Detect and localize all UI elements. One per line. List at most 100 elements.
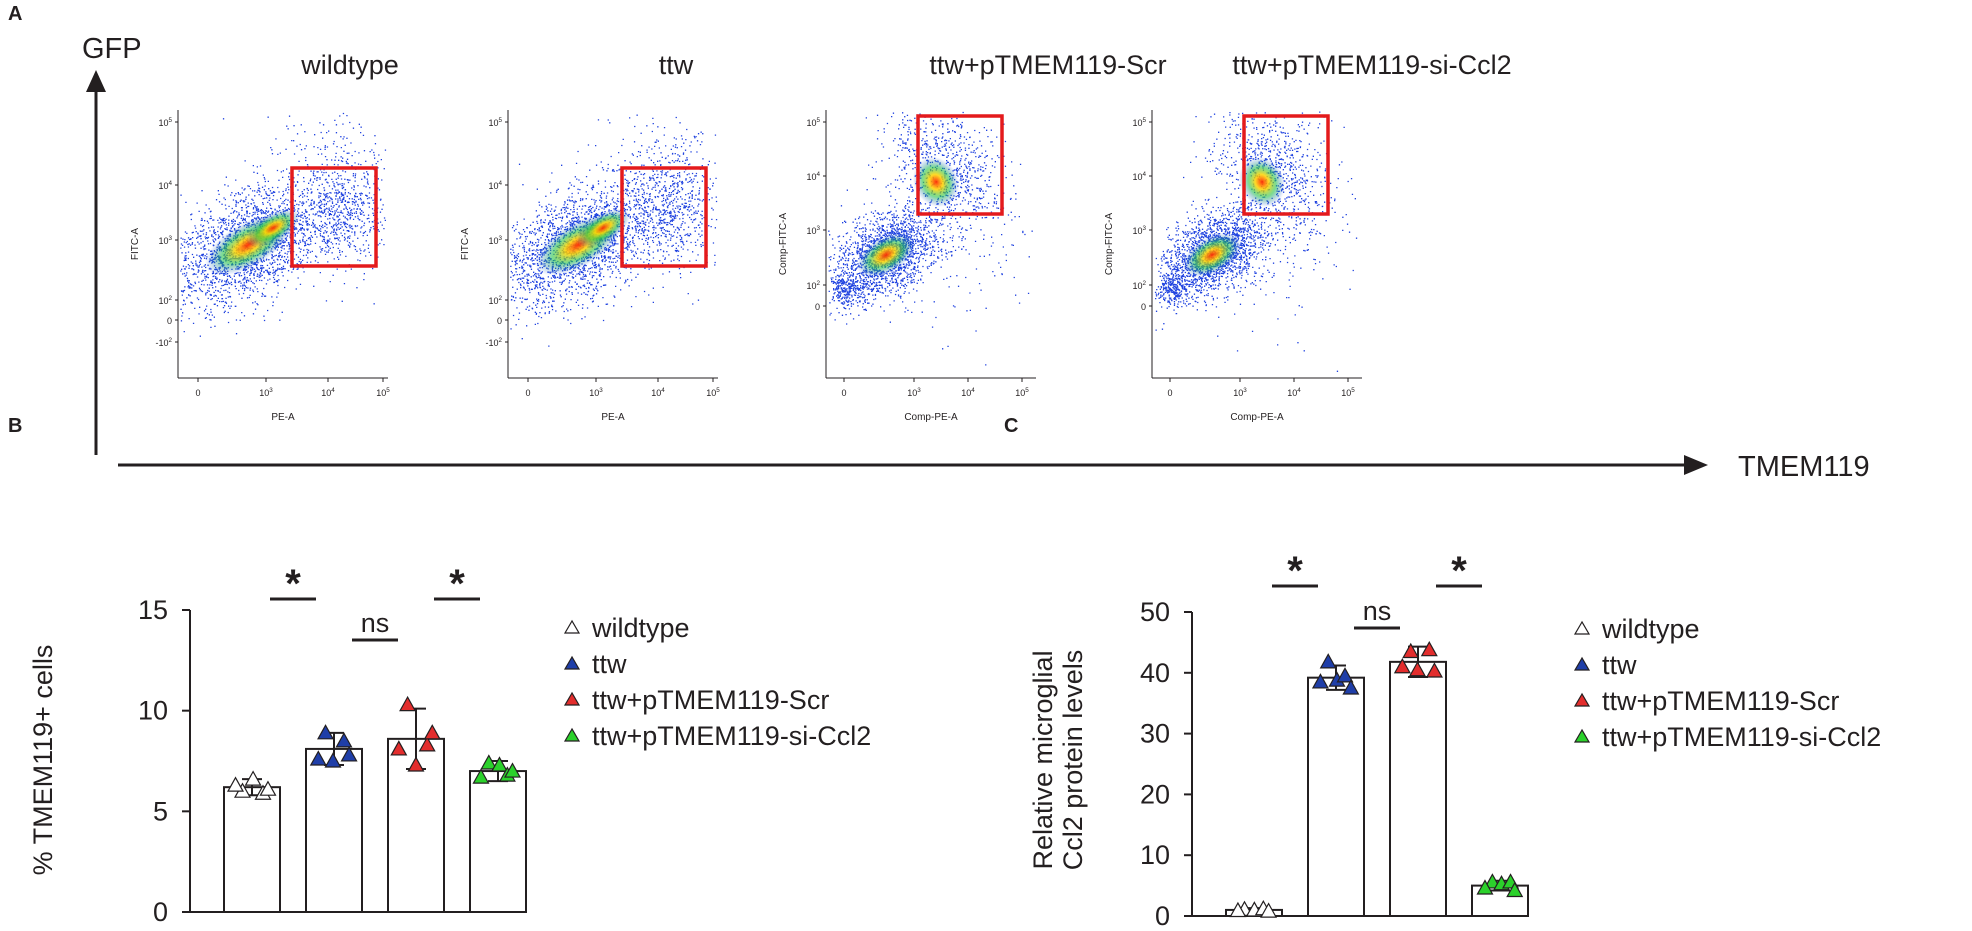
y-axis-label-line: Ccl2 protein levels bbox=[1058, 650, 1088, 871]
y-tick-label: 5 bbox=[153, 796, 168, 826]
legend-marker bbox=[1573, 620, 1591, 635]
legend-label: ttw+pTMEM119-Scr bbox=[1602, 686, 1839, 716]
flow-x-tick-label: 103 bbox=[259, 387, 273, 398]
flow-density-hotspot bbox=[856, 232, 916, 278]
flow-plot-title: wildtype bbox=[300, 50, 399, 80]
significance-label: * bbox=[285, 562, 301, 606]
flow-y-tick-label: 103 bbox=[1132, 225, 1146, 236]
data-point bbox=[1311, 673, 1329, 689]
flow-y-tick-label: -102 bbox=[155, 337, 172, 348]
legend-marker bbox=[563, 691, 581, 706]
panel-c-bar-chart: 0 10 20 30 40 50 Relative microglial Ccl2 prote… bbox=[1028, 549, 1881, 931]
flow-x-label: Comp-PE-A bbox=[904, 412, 958, 423]
legend-label: ttw+pTMEM119-si-Ccl2 bbox=[1602, 722, 1881, 752]
y-tick-label: 0 bbox=[1155, 901, 1170, 931]
significance-label: * bbox=[449, 562, 465, 606]
significance-label: ns bbox=[361, 608, 390, 638]
flow-x-tick-label: 103 bbox=[589, 387, 603, 398]
flow-x-label: PE-A bbox=[271, 412, 295, 423]
data-point bbox=[399, 695, 417, 712]
y-tick-label: 0 bbox=[153, 897, 168, 927]
significance-label: ns bbox=[1363, 596, 1392, 626]
flow-x-label: Comp-PE-A bbox=[1230, 412, 1284, 423]
flow-y-label: FITC-A bbox=[460, 228, 471, 261]
flow-x-tick-label: 103 bbox=[907, 387, 921, 398]
data-point bbox=[1506, 881, 1524, 898]
flow-y-tick-label: 105 bbox=[158, 117, 172, 128]
legend-label: ttw bbox=[592, 649, 627, 679]
legend-label: ttw+pTMEM119-si-Ccl2 bbox=[592, 721, 871, 751]
data-point bbox=[480, 754, 498, 770]
data-point bbox=[1260, 902, 1278, 918]
flow-x-tick-label: 0 bbox=[841, 388, 846, 398]
flow-y-tick-label: 0 bbox=[167, 316, 172, 326]
data-point bbox=[1336, 667, 1354, 683]
panel-b-bar-chart: 0 5 10 15 % TMEM119+ cells * ns * wildtype ttw ttw… bbox=[28, 562, 871, 927]
flow-density-hotspot bbox=[1238, 156, 1286, 208]
flow-x-tick-label: 103 bbox=[1233, 387, 1247, 398]
legend-label: wildtype bbox=[591, 613, 690, 643]
flow-plot-1: wildtype 105 104 103 102 0 -102 0 103 104 105 PE-A F… bbox=[130, 50, 399, 423]
y-tick-label: 10 bbox=[1140, 840, 1170, 870]
data-point bbox=[1483, 873, 1501, 889]
data-point bbox=[418, 736, 436, 752]
panel-label-c: C bbox=[1004, 415, 1018, 437]
data-point bbox=[472, 768, 490, 784]
flow-y-label: Comp-FITC-A bbox=[1104, 213, 1115, 276]
flow-plot-4: ttw+pTMEM119-si-Ccl2 105 104 103 102 0 0 103 104… bbox=[1104, 50, 1512, 423]
y-tick-label: 50 bbox=[1140, 597, 1170, 627]
bar-ttw bbox=[305, 747, 363, 913]
flow-y-tick-label: 102 bbox=[1132, 280, 1146, 291]
data-point bbox=[317, 724, 335, 740]
flow-y-tick-label: 103 bbox=[806, 225, 820, 236]
tmem119-axis-label: TMEM119 bbox=[1738, 451, 1870, 483]
flow-y-tick-label: 105 bbox=[1132, 117, 1146, 128]
flow-x-label: PE-A bbox=[601, 412, 625, 423]
bar-ttw+pTMEM119-si-Ccl2 bbox=[469, 770, 527, 913]
significance-label: * bbox=[1287, 549, 1303, 593]
data-point bbox=[503, 762, 522, 778]
flow-event-dots-path bbox=[1154, 111, 1358, 372]
flow-y-tick-label: 102 bbox=[488, 295, 502, 306]
flow-y-tick-label: 103 bbox=[488, 235, 502, 246]
data-point bbox=[324, 752, 342, 768]
flow-density-hotspot bbox=[246, 208, 300, 248]
legend-marker bbox=[563, 619, 581, 634]
flow-x-tick-label: 105 bbox=[706, 387, 720, 398]
legend-marker bbox=[1573, 692, 1591, 707]
flow-x-tick-label: 0 bbox=[1167, 388, 1172, 398]
flow-x-tick-label: 105 bbox=[1015, 387, 1029, 398]
flow-event-dots bbox=[1154, 111, 1358, 372]
data-point bbox=[423, 724, 441, 740]
legend-marker bbox=[1573, 656, 1591, 671]
data-point bbox=[309, 750, 327, 766]
y-axis-label-line: Relative microglial bbox=[1028, 650, 1058, 869]
data-point bbox=[335, 732, 353, 748]
panel-label-a: A bbox=[8, 3, 22, 25]
flow-gate-rect bbox=[290, 166, 378, 268]
flow-x-tick-label: 104 bbox=[651, 387, 665, 398]
tmem119-axis-arrowhead bbox=[1684, 455, 1708, 475]
y-tick-label: 15 bbox=[138, 595, 168, 625]
y-tick-label: 40 bbox=[1140, 658, 1170, 688]
bar-ttw+pTMEM119-Scr bbox=[1389, 660, 1447, 918]
bar-ttw bbox=[1307, 676, 1365, 917]
panel-label-b: B bbox=[8, 415, 22, 437]
flow-y-tick-label: 105 bbox=[806, 117, 820, 128]
flow-plot-title: ttw bbox=[659, 50, 694, 80]
flow-plot-2: ttw 105 104 103 102 0 -102 0 103 104 105 PE-A FITC-A bbox=[460, 50, 720, 423]
flow-plot-title: ttw+pTMEM119-Scr bbox=[929, 50, 1166, 80]
y-tick-label: 20 bbox=[1140, 779, 1170, 809]
flow-y-tick-label: 0 bbox=[815, 302, 820, 312]
data-point bbox=[1342, 679, 1360, 695]
flow-y-tick-label: 0 bbox=[497, 316, 502, 326]
data-point bbox=[1476, 879, 1494, 895]
data-point bbox=[226, 776, 245, 792]
data-point bbox=[1319, 653, 1337, 669]
flow-y-tick-label: 105 bbox=[488, 117, 502, 128]
flow-y-tick-label: 104 bbox=[158, 180, 172, 191]
flow-y-label: FITC-A bbox=[130, 228, 141, 261]
flow-x-tick-label: 104 bbox=[961, 387, 975, 398]
data-point bbox=[1229, 901, 1247, 918]
